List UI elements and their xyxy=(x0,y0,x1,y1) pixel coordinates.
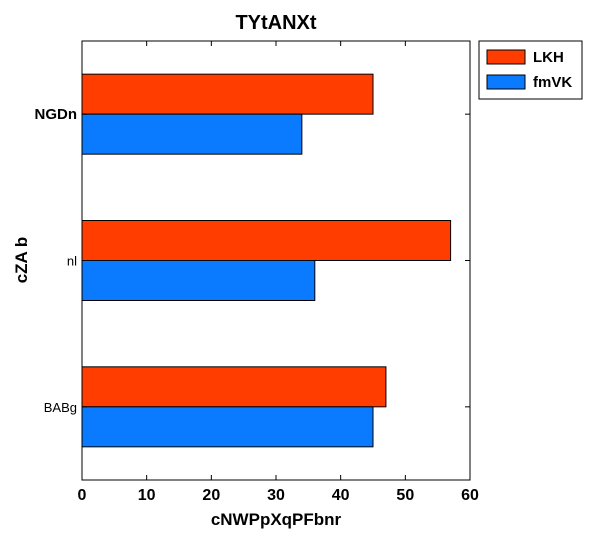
y-tick-label: nl xyxy=(67,254,77,269)
y-axis-ticks: NGDn nl BABg xyxy=(35,106,470,415)
legend-swatch xyxy=(486,49,526,65)
legend: LKH fmVK xyxy=(478,40,583,100)
x-tick-label: 0 xyxy=(78,487,87,504)
bars-group xyxy=(81,73,452,448)
legend-swatch xyxy=(486,74,526,90)
bar-LKH-NGDn xyxy=(81,73,374,115)
y-axis-label: cZA b xyxy=(12,237,31,284)
x-axis-label: cNWPpXqPFbnr xyxy=(211,510,342,529)
x-tick-label: 20 xyxy=(202,487,220,504)
plot-area: 0 10 20 30 40 50 60 NGDn nl BABg xyxy=(35,40,479,504)
y-tick-label: NGDn xyxy=(35,106,78,123)
bar-fmVK-BABg xyxy=(81,406,374,448)
chart-title: TYtANXt xyxy=(235,12,316,34)
legend-label: fmVK xyxy=(533,74,572,91)
x-axis-ticks: 0 10 20 30 40 50 60 xyxy=(78,41,479,504)
x-tick-label: 50 xyxy=(396,487,414,504)
bar-fmVK-nl xyxy=(81,260,316,301)
bar-LKH-BABg xyxy=(81,366,387,408)
bar-fmVK-NGDn xyxy=(81,113,303,155)
x-tick-label: 40 xyxy=(332,487,350,504)
y-tick-label: BABg xyxy=(44,400,77,415)
x-tick-label: 60 xyxy=(461,487,479,504)
bar-LKH-nl xyxy=(81,220,452,261)
x-tick-label: 10 xyxy=(138,487,156,504)
legend-label: LKH xyxy=(533,49,564,66)
x-tick-label: 30 xyxy=(267,487,285,504)
